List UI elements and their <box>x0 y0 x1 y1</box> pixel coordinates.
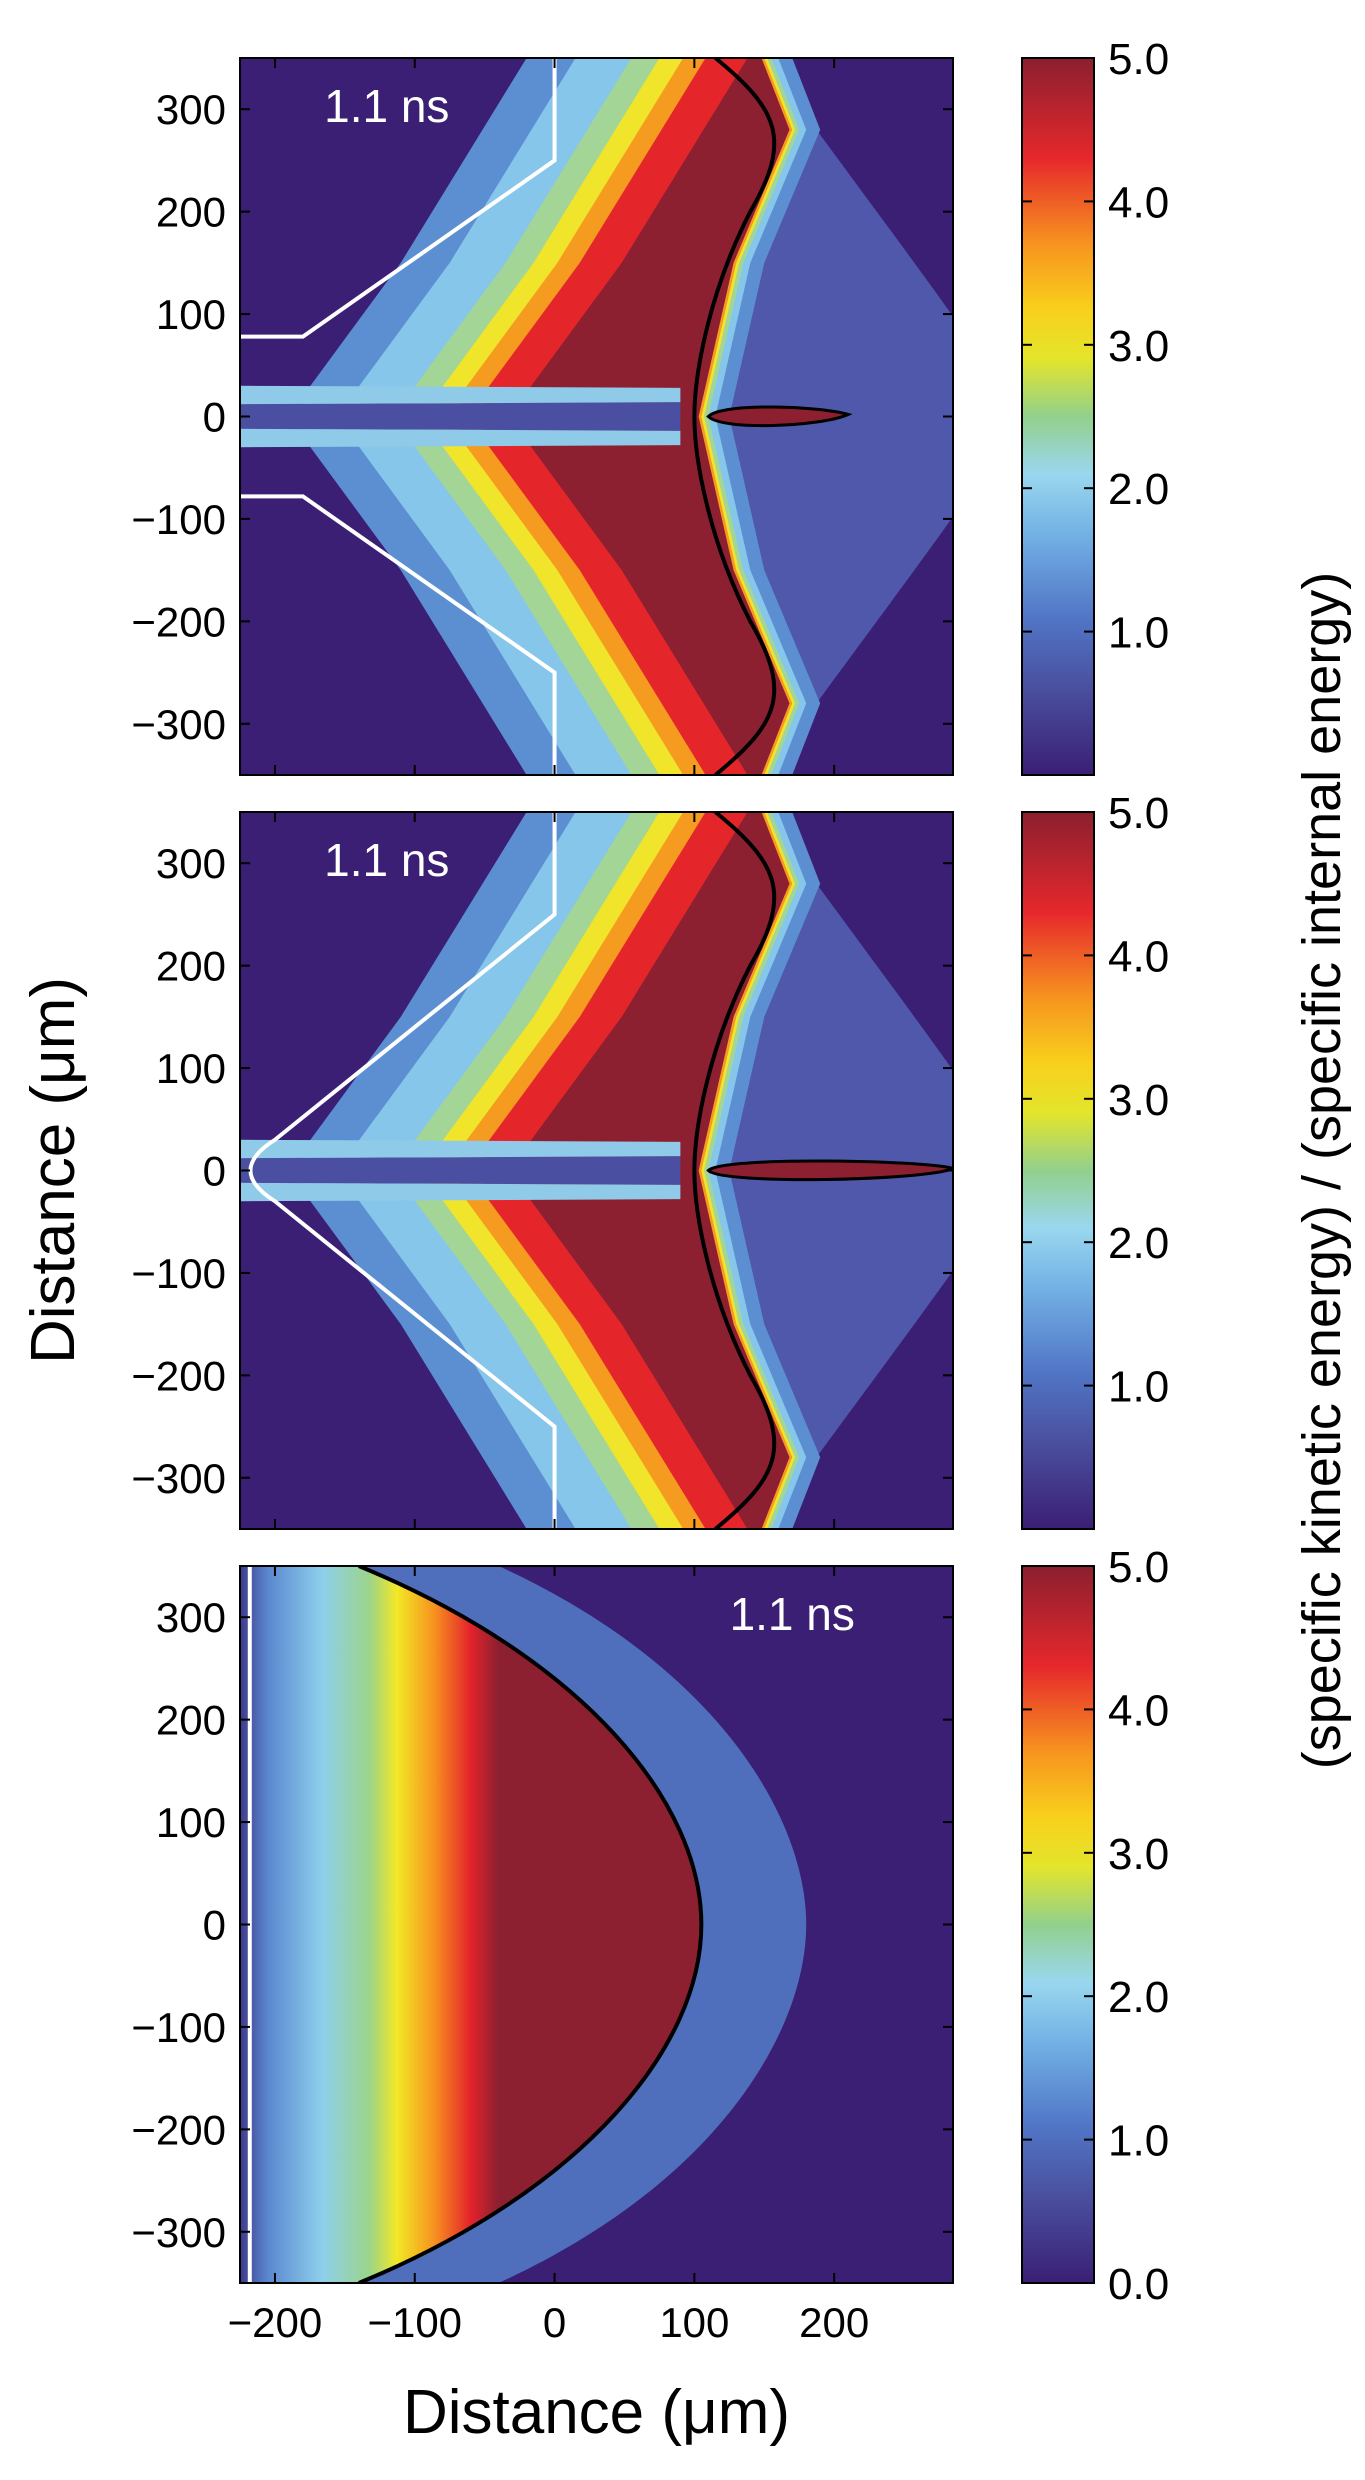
y-tick-label: 300 <box>156 1594 226 1641</box>
axial-jet <box>240 1156 681 1185</box>
time-label: 1.1 ns <box>730 1588 855 1640</box>
colorbar-tick-label: 0.0 <box>1108 2260 1169 2309</box>
y-tick-label: −300 <box>131 701 226 748</box>
time-label: 1.1 ns <box>324 834 449 886</box>
colorbar-tick-label: 2.0 <box>1108 1973 1169 2022</box>
y-axis-label: Distance (μm) <box>19 977 88 1364</box>
colorbar-2 <box>1021 811 1095 1530</box>
jet-sheath-bottom <box>240 428 681 448</box>
colorbar-1 <box>1021 57 1095 776</box>
y-tick-label: 100 <box>156 1799 226 1846</box>
colorbar-label: (specific kinetic energy) / (specific in… <box>1292 572 1352 1769</box>
colorbar-tick-label: 1.0 <box>1108 2117 1169 2166</box>
colorbar-tick-label: 2.0 <box>1108 1219 1169 1268</box>
y-tick-label: −100 <box>131 2004 226 2051</box>
jet-tip <box>706 405 853 428</box>
y-tick-label: 0 <box>203 1902 226 1949</box>
y-tick-label: −100 <box>131 496 226 543</box>
colorbar-tick-label: 2.0 <box>1108 465 1169 514</box>
colorbar-tick-label: 4.0 <box>1108 932 1169 981</box>
y-tick-label: −200 <box>131 598 226 645</box>
time-label: 1.1 ns <box>324 80 449 132</box>
y-tick-label: 200 <box>156 943 226 990</box>
colorbar-tick-label: 1.0 <box>1108 1363 1169 1412</box>
y-tick-label: 100 <box>156 291 226 338</box>
front-contour <box>692 812 777 1529</box>
axial-jet <box>240 402 681 431</box>
jet-sheath-top <box>240 1139 681 1159</box>
x-tick-label: 0 <box>543 2299 566 2346</box>
y-tick-label: −100 <box>131 1250 226 1297</box>
y-tick-label: 200 <box>156 189 226 236</box>
x-tick-label: −200 <box>228 2299 323 2346</box>
colorbar-tick-label: 5.0 <box>1108 35 1169 84</box>
front-contour <box>692 58 777 775</box>
y-tick-label: 300 <box>156 86 226 133</box>
x-tick-label: 200 <box>799 2299 869 2346</box>
colorbar-tick-label: 4.0 <box>1108 1686 1169 1735</box>
plot-area-3 <box>240 1566 953 2283</box>
colorbar-tick-label: 3.0 <box>1108 1830 1169 1879</box>
jet-sheath-top <box>240 385 681 405</box>
heated-region <box>240 1566 702 2283</box>
plot-area-2 <box>240 812 953 1529</box>
x-tick-label: −100 <box>367 2299 462 2346</box>
colorbar-tick-label: 3.0 <box>1108 1076 1169 1125</box>
colorbar-tick-label: 5.0 <box>1108 789 1169 838</box>
front-contour <box>358 1566 704 2283</box>
jet-sheath-bottom <box>240 1182 681 1202</box>
y-tick-label: 200 <box>156 1697 226 1744</box>
colorbar-tick-label: 4.0 <box>1108 178 1169 227</box>
y-tick-label: −200 <box>131 1352 226 1399</box>
y-tick-label: −300 <box>131 2209 226 2256</box>
y-tick-label: 0 <box>203 1148 226 1195</box>
colorbar-tick-label: 5.0 <box>1108 1543 1169 1592</box>
colorbar-tick-label: 3.0 <box>1108 322 1169 371</box>
y-tick-label: 100 <box>156 1045 226 1092</box>
y-tick-label: 300 <box>156 840 226 887</box>
target-outline <box>240 58 557 775</box>
x-tick-label: 100 <box>659 2299 729 2346</box>
plot-area-1 <box>240 58 953 775</box>
jet-tip <box>706 1159 953 1182</box>
y-tick-label: −300 <box>131 1455 226 1502</box>
y-tick-label: 0 <box>203 394 226 441</box>
colorbar-3 <box>1021 1565 1095 2284</box>
target-outline <box>248 812 557 1529</box>
colorbar-tick-label: 1.0 <box>1108 609 1169 658</box>
x-axis-label: Distance (μm) <box>403 2378 790 2447</box>
y-tick-label: −200 <box>131 2106 226 2153</box>
